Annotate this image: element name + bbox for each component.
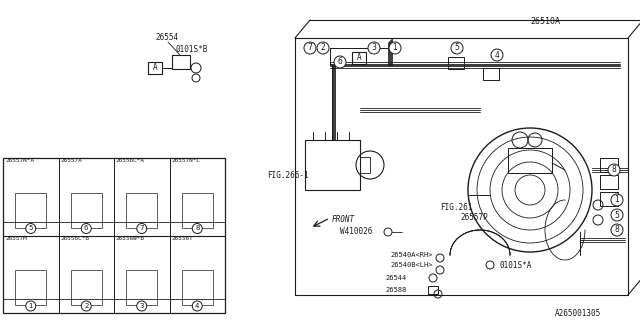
Text: 26556T: 26556T: [172, 236, 193, 241]
Bar: [352, 52, 366, 64]
Text: 1: 1: [29, 303, 33, 309]
Circle shape: [611, 209, 623, 221]
Text: 4: 4: [195, 303, 200, 309]
Text: 26556W*B: 26556W*B: [116, 236, 145, 241]
Text: 26588: 26588: [385, 287, 406, 293]
Circle shape: [304, 42, 316, 54]
Bar: [15, 270, 46, 305]
Text: 26510A: 26510A: [530, 18, 560, 27]
Text: 8: 8: [195, 226, 200, 231]
Circle shape: [26, 223, 36, 234]
Bar: [182, 270, 212, 305]
Circle shape: [192, 301, 202, 311]
Text: 26557A: 26557A: [61, 158, 83, 163]
Text: 2: 2: [321, 44, 325, 52]
Bar: [127, 193, 157, 228]
Text: 26544: 26544: [385, 275, 406, 281]
Bar: [182, 193, 212, 228]
Text: 2: 2: [84, 303, 88, 309]
Text: 26554: 26554: [155, 34, 178, 43]
Text: 26540A<RH>: 26540A<RH>: [390, 252, 433, 258]
Bar: [71, 193, 102, 228]
Bar: [360, 157, 370, 173]
Circle shape: [334, 56, 346, 68]
Bar: [448, 57, 464, 69]
Circle shape: [81, 301, 92, 311]
Bar: [15, 193, 46, 228]
Text: 7: 7: [308, 44, 312, 52]
Text: W410026: W410026: [340, 228, 372, 236]
Bar: [3, 158, 225, 313]
Text: 6: 6: [84, 226, 88, 231]
Text: 26557N*C: 26557N*C: [172, 158, 200, 163]
Text: 0101S*B: 0101S*B: [175, 45, 207, 54]
Circle shape: [368, 42, 380, 54]
Text: 0101S*A: 0101S*A: [500, 260, 532, 269]
Circle shape: [81, 223, 92, 234]
Text: 5: 5: [454, 44, 460, 52]
Text: 5: 5: [29, 226, 33, 231]
Circle shape: [137, 223, 147, 234]
Circle shape: [192, 223, 202, 234]
Text: 5: 5: [614, 211, 620, 220]
Text: 26556C*A: 26556C*A: [116, 158, 145, 163]
Text: 26557N*A: 26557N*A: [5, 158, 34, 163]
Text: 3: 3: [372, 44, 376, 52]
Bar: [600, 175, 618, 189]
Text: FRONT: FRONT: [332, 215, 355, 225]
Text: A: A: [356, 53, 362, 62]
Text: 3: 3: [140, 303, 144, 309]
Circle shape: [389, 42, 401, 54]
Text: 26557M: 26557M: [5, 236, 27, 241]
Text: 6: 6: [337, 58, 342, 67]
Text: A: A: [153, 63, 157, 73]
Circle shape: [608, 164, 620, 176]
Text: 8: 8: [612, 165, 616, 174]
Text: 1: 1: [392, 44, 397, 52]
Circle shape: [26, 301, 36, 311]
Text: 7: 7: [140, 226, 144, 231]
Text: 26557P: 26557P: [460, 213, 488, 222]
Text: FIG.266-1: FIG.266-1: [267, 171, 308, 180]
Text: 4: 4: [495, 51, 499, 60]
Bar: [600, 158, 618, 172]
Circle shape: [491, 49, 503, 61]
Text: 8: 8: [614, 226, 620, 235]
Circle shape: [137, 301, 147, 311]
Bar: [148, 62, 162, 74]
Bar: [127, 270, 157, 305]
Circle shape: [611, 224, 623, 236]
Text: FIG.261: FIG.261: [440, 204, 472, 212]
Bar: [600, 192, 618, 206]
Text: A265001305: A265001305: [555, 309, 601, 318]
Bar: [305, 140, 360, 190]
Text: 1: 1: [614, 196, 620, 204]
Circle shape: [611, 194, 623, 206]
Bar: [483, 68, 499, 80]
Bar: [71, 270, 102, 305]
Circle shape: [451, 42, 463, 54]
Circle shape: [317, 42, 329, 54]
Text: 26540B<LH>: 26540B<LH>: [390, 262, 433, 268]
Bar: [172, 55, 190, 69]
Bar: [508, 148, 552, 173]
Text: 26556C*B: 26556C*B: [61, 236, 90, 241]
Bar: [428, 286, 438, 294]
